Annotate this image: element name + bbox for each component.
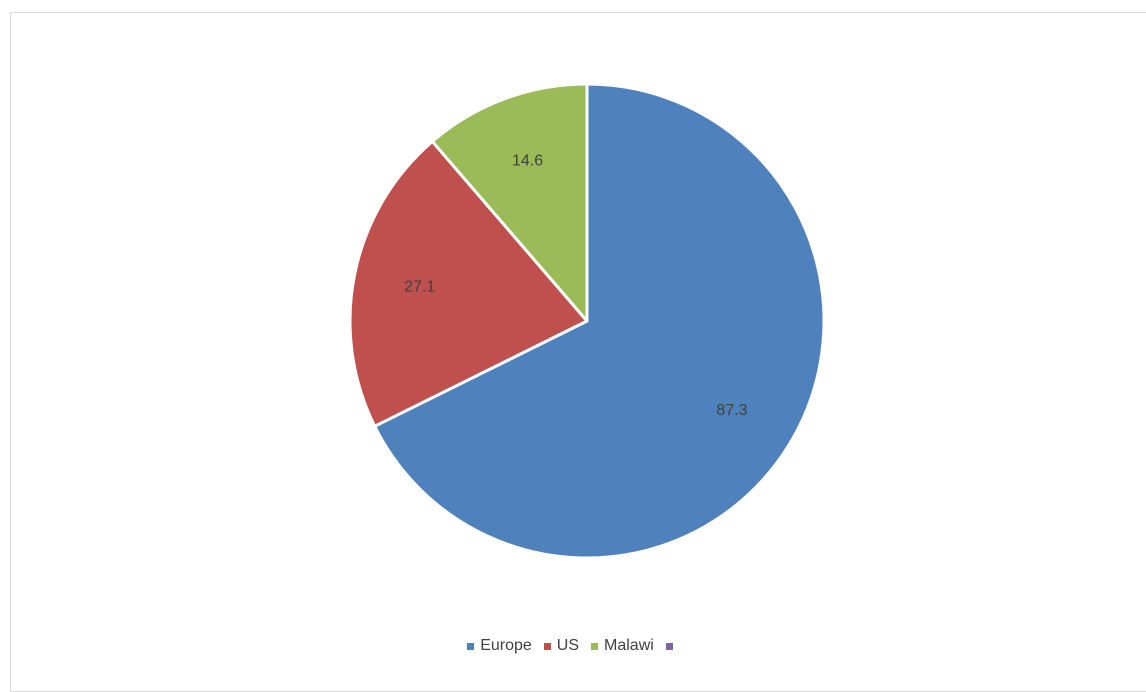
pie-slice-malawi	[430, 82, 589, 323]
data-label-malawi: 14.6	[512, 152, 543, 169]
pie-slice-europe	[373, 82, 826, 560]
legend-swatch-unnamed	[665, 642, 673, 650]
legend-label-malawi: Malawi	[604, 637, 654, 654]
data-label-europe: 87.3	[716, 402, 747, 419]
chart-legend: Europe US Malawi	[0, 637, 1146, 655]
legend-swatch-europe	[467, 642, 475, 650]
legend-item-malawi: Malawi	[591, 637, 654, 655]
legend-item-us: US	[543, 637, 580, 655]
legend-swatch-us	[543, 642, 551, 650]
legend-swatch-malawi	[591, 642, 599, 650]
legend-label-us: US	[556, 637, 580, 654]
legend-label-europe: Europe	[480, 637, 532, 654]
pie-slice-us	[348, 139, 589, 428]
legend-item-unnamed	[665, 642, 679, 650]
data-label-us: 27.1	[404, 278, 435, 295]
legend-item-europe: Europe	[467, 637, 532, 655]
